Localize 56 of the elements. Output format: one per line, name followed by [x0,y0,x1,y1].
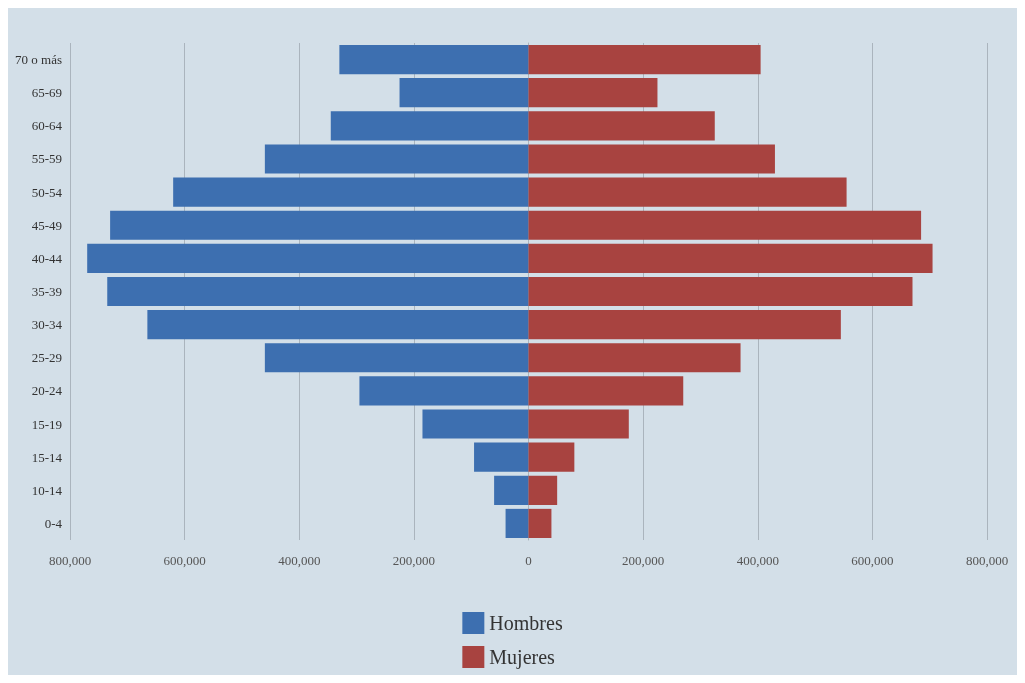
y-tick-label: 10-14 [31,482,63,498]
y-tick-label: 35-39 [31,284,62,299]
x-tick-label: 600,000 [163,553,206,568]
bar [528,44,761,75]
bar [110,210,529,240]
y-tick-label: 40-44 [31,250,63,266]
x-tick-label: 800,000 [48,553,92,568]
bar [528,144,775,174]
legend-label: Hombres [489,612,563,634]
x-tick-label: 200,000 [622,553,665,568]
legend-label: Mujeres [489,646,556,669]
bar [474,442,529,472]
bar [173,177,529,207]
bar [528,475,558,505]
bar [528,243,933,273]
bar [147,310,529,340]
x-tick-label: 400,000 [736,553,779,568]
bar [330,111,529,141]
bar [359,376,529,406]
bar [264,343,529,373]
y-tick-label: 15-14 [31,449,63,465]
y-tick-label: 0-4 [44,515,63,531]
bar [528,276,913,307]
y-tick-label: 30-34 [31,317,63,333]
bar [264,144,529,174]
bar [339,44,529,75]
x-tick-label: 600,000 [851,553,894,568]
bar [107,276,529,307]
bar [87,243,529,273]
y-tick-label: 20-24 [31,383,63,399]
bar [528,343,741,373]
x-tick-label: 800,000 [965,553,1009,568]
bar [528,442,575,472]
x-tick-label: 0 [525,553,532,568]
bar [528,508,552,539]
y-tick-label: 45-49 [31,217,62,233]
bar [528,177,847,207]
y-tick-label: 65-69 [31,85,62,101]
bar [528,409,629,439]
bar [494,475,529,505]
bar [528,111,715,141]
y-tick-label: 25-29 [31,350,62,366]
bar [528,78,658,108]
bar [528,210,922,240]
y-tick-label: 50-54 [31,184,63,200]
bar [528,376,684,406]
y-tick-label: 70 o más [15,52,62,68]
x-tick-label: 400,000 [278,553,321,568]
bar [505,508,529,539]
bar [399,78,529,108]
y-tick-label: 15-19 [31,416,62,432]
bar [528,310,841,340]
y-tick-label: 55-59 [31,151,62,167]
y-tick-label: 60-64 [31,118,63,134]
x-tick-label: 200,000 [392,553,435,568]
bar [422,409,529,439]
